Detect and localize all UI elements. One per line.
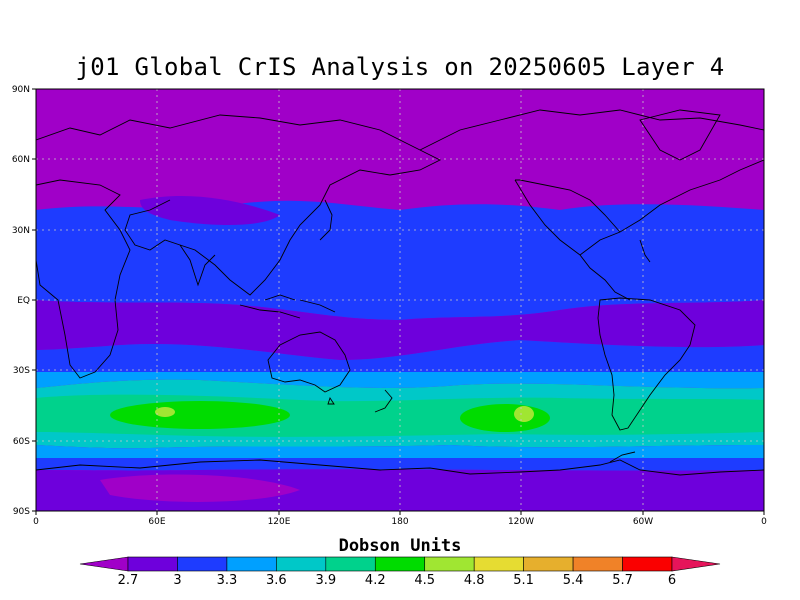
field-max-indian-core <box>155 407 175 417</box>
colorbar-swatch <box>226 556 277 572</box>
colorbar-tick-label: 2.7 <box>118 573 139 588</box>
field-max-pacific <box>460 404 550 432</box>
coast-australia <box>267 331 351 393</box>
field-patch-polar <box>100 474 300 502</box>
colorbar-tick-label: 3.6 <box>266 573 287 588</box>
coast-eurasia-north <box>36 114 442 176</box>
colorbar: 2.7 3 3.3 3.6 3.9 4.2 4.5 4.8 5.1 5.4 5.7 6 <box>79 556 721 588</box>
coast-south-america <box>597 297 696 431</box>
field-band-sh-blue <box>36 340 764 372</box>
colorbar-tick-label: 5.1 <box>513 573 534 588</box>
field-patch-nh <box>140 195 280 225</box>
lon-label-60e: 60E <box>148 517 165 527</box>
lon-label-120w: 120W <box>508 517 534 527</box>
colorbar-swatch <box>473 556 524 572</box>
field-max-indian <box>110 401 290 429</box>
coast-newzealand <box>374 389 393 413</box>
field-band-60s <box>36 445 764 458</box>
colorbar-tick-label: 5.4 <box>563 573 584 588</box>
lat-label-30s: 30S <box>13 366 30 376</box>
colorbar-tick-label: 4.5 <box>414 573 435 588</box>
map-title: j01 Global CrIS Analysis on 20250605 Lay… <box>75 53 725 81</box>
coast-tasmania <box>327 396 335 405</box>
colorbar-over-triangle <box>671 556 721 572</box>
coast-north-america <box>419 109 764 301</box>
colorbar-swatch <box>374 556 426 572</box>
coast-indonesia <box>239 294 336 319</box>
coast-florida <box>639 239 651 263</box>
coastlines <box>36 109 764 476</box>
lat-label-60n: 60N <box>12 155 30 165</box>
colorbar-under-triangle <box>79 556 129 572</box>
lon-label-180: 180 <box>391 517 408 527</box>
colorbar-swatch <box>127 556 178 572</box>
coast-india <box>179 244 216 287</box>
lat-label-30n: 30N <box>12 226 30 236</box>
graticule <box>36 89 764 511</box>
coast-africa <box>36 179 131 379</box>
colorbar-tick-label: 5.7 <box>612 573 633 588</box>
colorbar-tick-label: 3.9 <box>315 573 336 588</box>
colorbar-title: Dobson Units <box>338 536 462 556</box>
lon-label-60w: 60W <box>633 517 653 527</box>
coast-greenland <box>639 109 721 161</box>
colorbar-swatch <box>276 556 327 572</box>
lon-label-120e: 120E <box>268 517 291 527</box>
lat-label-90n: 90N <box>12 85 30 95</box>
lon-label-0: 0 <box>33 517 39 527</box>
lat-label-eq: EQ <box>17 296 30 306</box>
colorbar-swatch <box>622 556 673 572</box>
map-field <box>36 89 764 511</box>
colorbar-swatch <box>523 556 574 572</box>
field-band-sh-33 <box>36 372 764 389</box>
coast-antarctica <box>36 459 764 476</box>
lat-label-90s: 90S <box>13 507 30 517</box>
field-max-pacific-core <box>514 406 534 422</box>
colorbar-swatch <box>572 556 623 572</box>
lat-label-60s: 60S <box>13 437 30 447</box>
coast-asia-east <box>124 169 391 296</box>
lat-axis <box>32 88 36 512</box>
colorbar-tick-label: 3.3 <box>217 573 238 588</box>
colorbar-tick-label: 6 <box>668 573 676 588</box>
lon-axis <box>35 511 765 515</box>
colorbar-tick-label: 4.2 <box>365 573 386 588</box>
colorbar-swatch <box>177 556 228 572</box>
colorbar-swatch <box>325 556 376 572</box>
colorbar-swatch <box>424 556 475 572</box>
coast-antarctic-peninsula <box>609 451 636 463</box>
colorbar-tick-label: 4.8 <box>464 573 485 588</box>
field-band-nh <box>36 200 764 320</box>
lon-label-0-east: 0 <box>761 517 767 527</box>
colorbar-tick-label: 3 <box>173 573 181 588</box>
coast-japan <box>319 199 333 241</box>
